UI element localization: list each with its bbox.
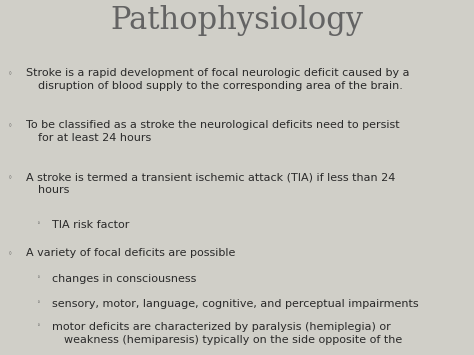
Text: ◦: ◦	[36, 300, 40, 305]
Text: ◦: ◦	[36, 275, 40, 280]
Text: TIA risk factor: TIA risk factor	[52, 220, 129, 230]
Text: disruption of blood supply to the corresponding area of the brain.: disruption of blood supply to the corres…	[38, 81, 403, 91]
Text: ◦: ◦	[8, 173, 12, 182]
Text: hours: hours	[38, 185, 69, 195]
Text: motor deficits are characterized by paralysis (hemiplegia) or: motor deficits are characterized by para…	[52, 322, 391, 332]
Text: for at least 24 hours: for at least 24 hours	[38, 133, 151, 143]
Text: ◦: ◦	[8, 69, 12, 78]
Text: Pathophysiology: Pathophysiology	[110, 5, 364, 36]
Text: sensory, motor, language, cognitive, and perceptual impairments: sensory, motor, language, cognitive, and…	[52, 299, 419, 309]
Text: ◦: ◦	[8, 121, 12, 130]
Text: ◦: ◦	[36, 323, 40, 328]
Text: ◦: ◦	[8, 249, 12, 258]
Text: To be classified as a stroke the neurological deficits need to persist: To be classified as a stroke the neurolo…	[26, 120, 400, 130]
Text: ◦: ◦	[36, 221, 40, 226]
Text: Stroke is a rapid development of focal neurologic deficit caused by a: Stroke is a rapid development of focal n…	[26, 68, 410, 78]
Text: changes in consciousness: changes in consciousness	[52, 274, 196, 284]
Text: A variety of focal deficits are possible: A variety of focal deficits are possible	[26, 248, 236, 258]
Text: weakness (hemiparesis) typically on the side opposite of the: weakness (hemiparesis) typically on the …	[64, 335, 402, 345]
Text: A stroke is termed a transient ischemic attack (TIA) if less than 24: A stroke is termed a transient ischemic …	[26, 172, 395, 182]
